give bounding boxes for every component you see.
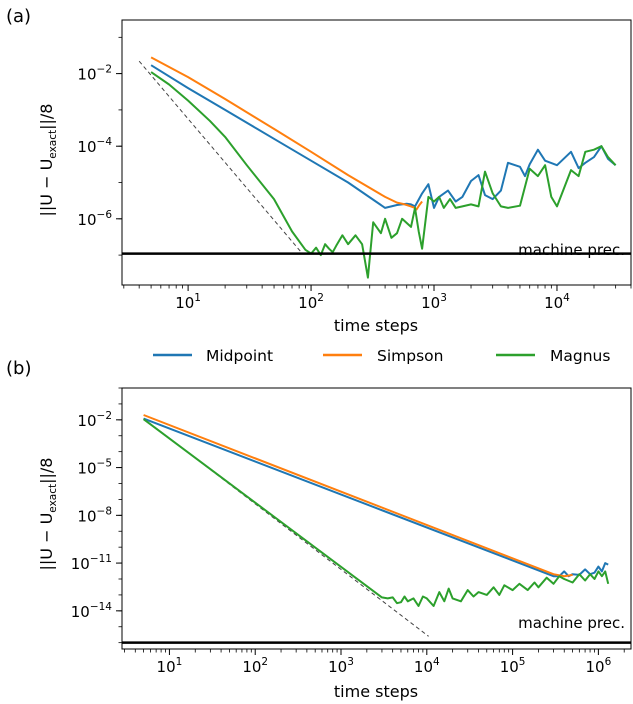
legend-label-magnus: Magnus [550,347,610,365]
panel-a-series-midpoint [150,64,617,209]
panel-a-series-magnus [150,71,617,279]
panel-a-y-tick-label: 10−6 [77,209,112,229]
panel-b-y-tick-label: 10−11 [71,553,112,573]
panel-a-label: (a) [6,6,31,27]
panel-a-y-tick-label: 10−4 [77,136,112,156]
panel-b-y-tick-label: 10−2 [77,410,112,430]
panel-a-chart: (a) ||U − Uexact||/8 101 102 103 104 10−2 10−… [6,6,632,335]
panel-a-ylabel-sub: exact [47,130,59,159]
legend-label-simpson: Simpson [377,347,443,365]
panel-b-x-tick-label: 105 [500,656,526,676]
legend-label-midpoint: Midpoint [206,347,273,365]
panel-a-y-axis-label: ||U − Uexact||/8 [37,104,59,217]
panel-a-x-axis-label: time steps [334,316,418,335]
panel-b-x-tick-label: 101 [157,656,183,676]
panel-b-x-tick-label: 106 [585,656,611,676]
panel-b-x-tick-label: 103 [328,656,354,676]
panel-b-chart: (b) ||U − Uexact||/8 101 102 103 104 105 106 1… [6,358,632,701]
panel-b-y-tick-label: 10−14 [71,601,113,621]
legend: Midpoint Simpson Magnus [153,347,610,365]
panel-a-plot-area [138,56,617,279]
panel-b-label: (b) [6,358,31,379]
panel-b-machine-precision-label: machine prec. [518,614,625,632]
panel-b-series-magnus [143,418,610,607]
panel-a-series-simpson [150,56,423,211]
panel-b-x-tick-label: 104 [414,656,440,676]
panel-b-y-tick-label: 10−8 [77,505,112,525]
panel-b-plot-frame [121,387,632,650]
panel-a-machine-precision-label: machine prec. [518,241,625,259]
panel-b-x-axis-label: time steps [334,682,418,701]
panel-a-x-tick-label: 102 [298,292,324,312]
panel-b-x-tick-label: 102 [242,656,268,676]
panel-b-y-axis-label: ||U − Uexact||/8 [37,458,59,571]
panel-b-ylabel-sub: exact [47,484,59,513]
panel-a-plot-frame [121,19,632,286]
panel-a-ylabel-tail: ||/8 [37,104,56,130]
panel-a-x-tick-label: 104 [544,292,570,312]
panel-b-y-tick-label: 10−5 [77,458,112,478]
panel-b-series-simpson [143,414,573,578]
panel-a-x-tick-label: 101 [175,292,201,312]
panel-a-ylabel-main: ||U − U [37,159,56,217]
panel-b-ylabel-main: ||U − U [37,513,56,571]
svg-text:||U − Uexact||/8: ||U − Uexact||/8 [37,458,59,571]
panel-a-y-tick-label: 10−2 [77,64,112,84]
panel-b-plot-area [143,414,610,637]
panel-a-x-tick-label: 103 [421,292,447,312]
panel-a-reference-line [138,60,303,254]
svg-text:||U − Uexact||/8: ||U − Uexact||/8 [37,104,59,217]
panel-b-ylabel-tail: ||/8 [37,458,56,484]
